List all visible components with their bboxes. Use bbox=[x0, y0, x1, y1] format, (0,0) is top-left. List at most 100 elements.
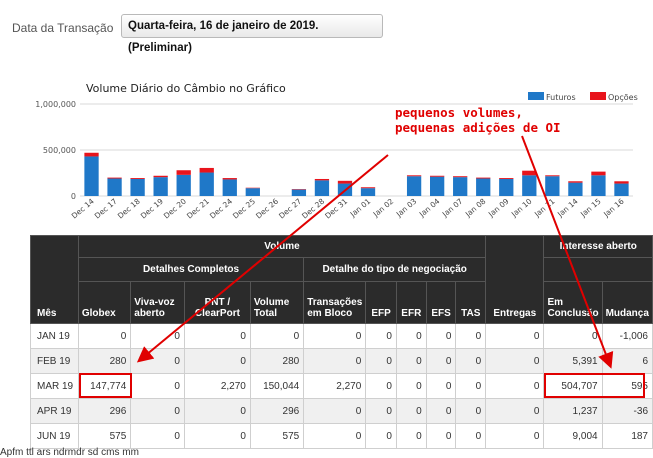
cell: 0 bbox=[486, 374, 544, 399]
cell: 0 bbox=[486, 349, 544, 374]
cell: 5,391 bbox=[544, 349, 602, 374]
bar-opcoes bbox=[223, 178, 237, 179]
annotation-line-1: pequenos volumes, bbox=[395, 105, 561, 120]
x-tick-label: Dec 19 bbox=[139, 196, 165, 220]
y-tick-label: 1,000,000 bbox=[35, 100, 76, 109]
cell: 0 bbox=[131, 399, 185, 424]
cell: 0 bbox=[456, 349, 486, 374]
col-efr: EFR bbox=[396, 282, 426, 324]
transaction-date-label: Data da Transação bbox=[12, 21, 113, 35]
col-efp: EFP bbox=[366, 282, 397, 324]
x-tick-label: Jan 14 bbox=[555, 196, 580, 219]
bar-opcoes bbox=[499, 178, 513, 179]
bar-futuros bbox=[292, 190, 306, 196]
col-entregas: Entregas bbox=[486, 236, 544, 324]
x-tick-label: Dec 24 bbox=[208, 196, 234, 220]
col-transacoes-bloco: Transações em Bloco bbox=[304, 282, 366, 324]
bar-opcoes bbox=[200, 168, 214, 173]
transaction-date-select[interactable]: Quarta-feira, 16 de janeiro de 2019. (Pr… bbox=[121, 14, 383, 38]
x-tick-label: Dec 28 bbox=[300, 196, 326, 220]
cell: 0 bbox=[426, 324, 456, 349]
cell: 1,237 bbox=[544, 399, 602, 424]
x-tick-label: Jan 03 bbox=[394, 196, 419, 219]
chart-svg: Volume Diário do Câmbio no Gráfico Futur… bbox=[30, 70, 643, 230]
x-tick-label: Jan 01 bbox=[348, 196, 373, 219]
cell: 0 bbox=[426, 399, 456, 424]
cell: -1,006 bbox=[602, 324, 652, 349]
col-mudanca: Mudança bbox=[602, 282, 652, 324]
annotation-line-2: pequenas adições de OI bbox=[395, 120, 561, 135]
bar-opcoes bbox=[130, 178, 144, 179]
table-row: JAN 19 0 0 0 0 0 0 0 0 0 0 0 -1,006 bbox=[31, 324, 653, 349]
cell: 0 bbox=[366, 374, 397, 399]
sub-detalhes-completos: Detalhes Completos bbox=[78, 258, 303, 282]
bar-futuros bbox=[177, 175, 191, 196]
bar-opcoes bbox=[568, 181, 582, 182]
bar-futuros bbox=[568, 183, 582, 196]
x-tick-label: Jan 04 bbox=[417, 196, 442, 219]
cell: 575 bbox=[250, 424, 303, 449]
cell: 0 bbox=[486, 324, 544, 349]
x-tick-label: Jan 07 bbox=[440, 196, 465, 219]
cell: 0 bbox=[131, 349, 185, 374]
annotation-text: pequenos volumes, pequenas adições de OI bbox=[395, 105, 561, 135]
bar-futuros bbox=[499, 179, 513, 196]
bar-opcoes bbox=[84, 153, 98, 157]
highlight-open-interest-mar19 bbox=[544, 373, 645, 398]
cell: 0 bbox=[544, 324, 602, 349]
x-tick-label: Dec 31 bbox=[323, 196, 349, 220]
daily-volume-chart: Volume Diário do Câmbio no Gráfico Futur… bbox=[30, 70, 643, 230]
x-tick-label: Dec 21 bbox=[185, 196, 211, 220]
cell: 0 bbox=[486, 399, 544, 424]
table-row: FEB 19 280 0 0 280 0 0 0 0 0 0 5,391 6 bbox=[31, 349, 653, 374]
x-tick-label: Jan 02 bbox=[371, 196, 396, 219]
cell: 0 bbox=[456, 399, 486, 424]
cell: 0 bbox=[184, 424, 250, 449]
cell: 0 bbox=[366, 399, 397, 424]
cell: 280 bbox=[250, 349, 303, 374]
cell: 0 bbox=[366, 424, 397, 449]
x-tick-label: Jan 08 bbox=[463, 196, 488, 219]
bar-futuros bbox=[223, 179, 237, 196]
cell: 0 bbox=[250, 324, 303, 349]
bar-futuros bbox=[246, 188, 260, 196]
bar-opcoes bbox=[453, 176, 467, 177]
col-globex: Globex bbox=[78, 282, 130, 324]
bar-opcoes bbox=[545, 175, 559, 176]
col-pnt-clearport: PNT / ClearPort bbox=[184, 282, 250, 324]
cell: 0 bbox=[396, 374, 426, 399]
group-volume: Volume bbox=[78, 236, 485, 258]
bar-futuros bbox=[130, 179, 144, 196]
bar-opcoes bbox=[476, 178, 490, 179]
bar-opcoes bbox=[430, 176, 444, 177]
bar-opcoes bbox=[522, 171, 536, 176]
col-em-conclusao: Em Conclusão bbox=[544, 282, 602, 324]
cell: 0 bbox=[184, 399, 250, 424]
cell: 0 bbox=[304, 399, 366, 424]
bar-futuros bbox=[84, 156, 98, 196]
cell: 9,004 bbox=[544, 424, 602, 449]
bar-futuros bbox=[200, 173, 214, 196]
bar-opcoes bbox=[154, 176, 168, 177]
cell: 0 bbox=[456, 374, 486, 399]
chart-title: Volume Diário do Câmbio no Gráfico bbox=[86, 82, 286, 95]
cell: 0 bbox=[304, 324, 366, 349]
bar-futuros bbox=[545, 176, 559, 196]
cell: 0 bbox=[396, 324, 426, 349]
cell: JUN 19 bbox=[31, 424, 79, 449]
col-tas: TAS bbox=[456, 282, 486, 324]
x-tick-label: Jan 16 bbox=[601, 196, 626, 219]
bar-opcoes bbox=[407, 175, 421, 176]
cell: MAR 19 bbox=[31, 374, 79, 399]
cell: 0 bbox=[456, 324, 486, 349]
cell: 0 bbox=[131, 324, 185, 349]
col-viva-voz: Viva-voz aberto bbox=[131, 282, 185, 324]
cell: 280 bbox=[78, 349, 130, 374]
cell: 296 bbox=[78, 399, 130, 424]
x-tick-label: Jan 15 bbox=[578, 196, 603, 219]
bar-futuros bbox=[315, 180, 329, 196]
cell: 0 bbox=[486, 424, 544, 449]
cell: 0 bbox=[78, 324, 130, 349]
bar-futuros bbox=[107, 179, 121, 196]
